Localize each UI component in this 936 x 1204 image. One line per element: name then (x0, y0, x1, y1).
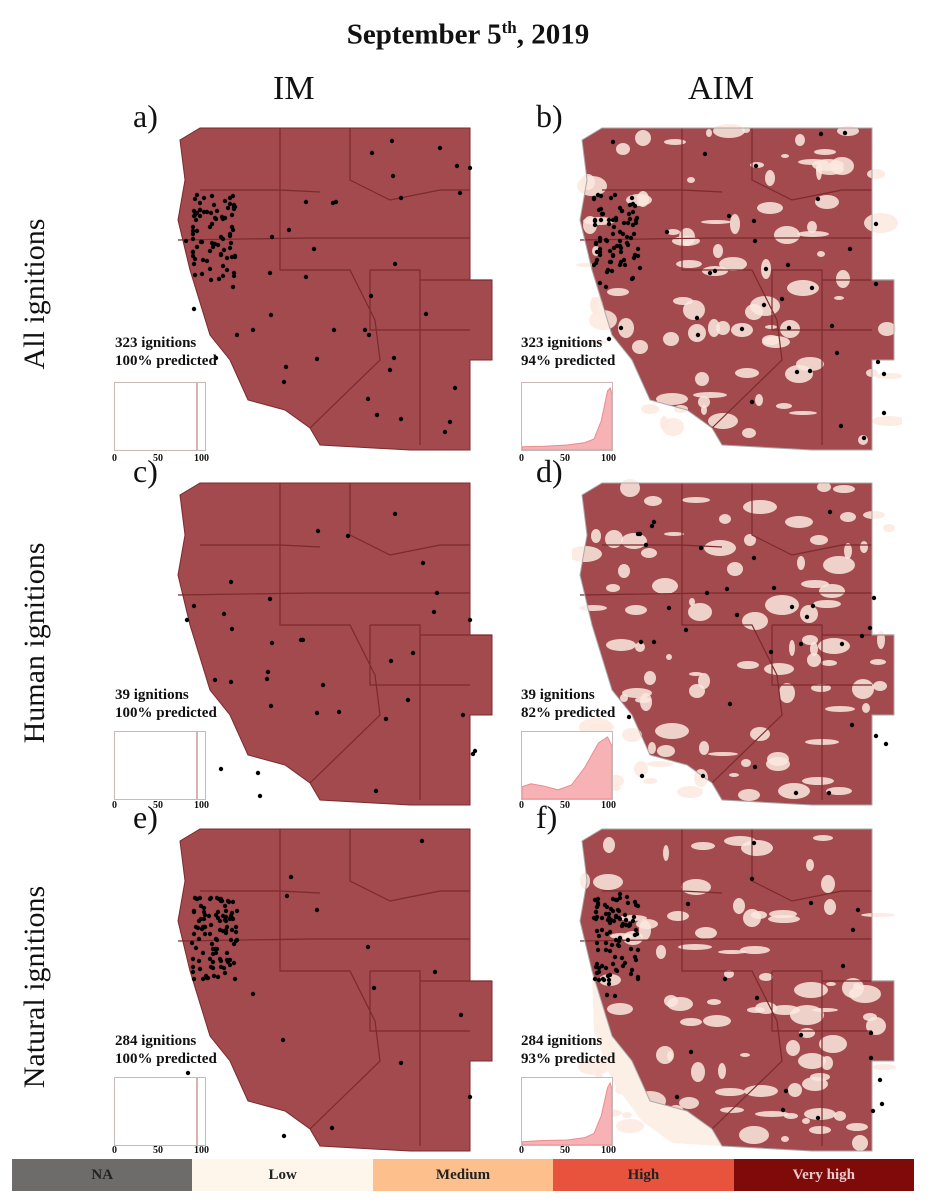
legend-high: High (553, 1159, 734, 1191)
tick-50: 50 (153, 453, 163, 464)
predicted-percent: 100% predicted (115, 705, 217, 721)
legend-na: NA (12, 1159, 193, 1191)
color-legend: NA Low Medium High Very high (12, 1159, 915, 1191)
density-plot (114, 382, 206, 451)
legend-low: Low (192, 1159, 373, 1191)
density-plot (521, 1077, 613, 1146)
im-risk-map (170, 475, 500, 815)
density-plot (521, 731, 613, 800)
tick-0: 0 (112, 453, 117, 464)
panel-label: a) (133, 98, 158, 134)
tick-50: 50 (153, 1145, 163, 1156)
aim-risk-map (572, 120, 902, 460)
tick-50: 50 (560, 800, 570, 811)
panel-label: e) (133, 799, 158, 835)
legend-medium: Medium (372, 1159, 554, 1191)
predicted-percent: 100% predicted (115, 353, 217, 369)
density-plot (114, 731, 206, 800)
predicted-percent: 93% predicted (521, 1051, 616, 1067)
im-risk-map (170, 120, 500, 460)
im-risk-map (170, 821, 500, 1161)
tick-100: 100 (194, 800, 209, 811)
tick-100: 100 (194, 453, 209, 464)
panel-label: b) (536, 98, 563, 134)
ignition-count: 323 ignitions (521, 335, 603, 351)
row-label-all: All ignitions (18, 218, 51, 370)
tick-0: 0 (112, 800, 117, 811)
predicted-percent: 82% predicted (521, 705, 616, 721)
tick-0: 0 (519, 800, 524, 811)
tick-50: 50 (560, 1145, 570, 1156)
figure-title: September 5th, 2019 (346, 18, 590, 51)
ignition-count: 284 ignitions (521, 1033, 603, 1049)
column-header-im: IM (273, 70, 315, 107)
tick-50: 50 (153, 800, 163, 811)
tick-100: 100 (194, 1145, 209, 1156)
tick-100: 100 (601, 800, 616, 811)
tick-100: 100 (601, 1145, 616, 1156)
panel-label: c) (133, 453, 158, 489)
prediction-stats: 39 ignitions 82% predicted (521, 686, 615, 722)
row-label-human: Human ignitions (18, 542, 51, 744)
aim-risk-map (572, 821, 902, 1161)
ignition-count: 39 ignitions (521, 687, 595, 703)
tick-0: 0 (519, 1145, 524, 1156)
tick-0: 0 (519, 453, 524, 464)
column-header-aim: AIM (688, 70, 755, 107)
density-plot (114, 1077, 206, 1146)
prediction-stats: 284 ignitions 100% predicted (115, 1032, 217, 1068)
ignition-count: 39 ignitions (115, 687, 189, 703)
density-plot (521, 382, 613, 451)
prediction-stats: 39 ignitions 100% predicted (115, 686, 217, 722)
row-label-natural: Natural ignitions (18, 885, 51, 1089)
tick-50: 50 (560, 453, 570, 464)
legend-very-high: Very high (733, 1159, 915, 1191)
prediction-stats: 323 ignitions 94% predicted (521, 334, 615, 370)
predicted-percent: 100% predicted (115, 1051, 217, 1067)
ignition-count: 323 ignitions (115, 335, 197, 351)
aim-risk-map (572, 475, 902, 815)
predicted-percent: 94% predicted (521, 353, 616, 369)
panel-label: d) (536, 453, 563, 489)
tick-100: 100 (601, 453, 616, 464)
ignition-count: 284 ignitions (115, 1033, 197, 1049)
tick-0: 0 (112, 1145, 117, 1156)
panel-label: f) (536, 799, 558, 835)
prediction-stats: 323 ignitions 100% predicted (115, 334, 217, 370)
prediction-stats: 284 ignitions 93% predicted (521, 1032, 615, 1068)
